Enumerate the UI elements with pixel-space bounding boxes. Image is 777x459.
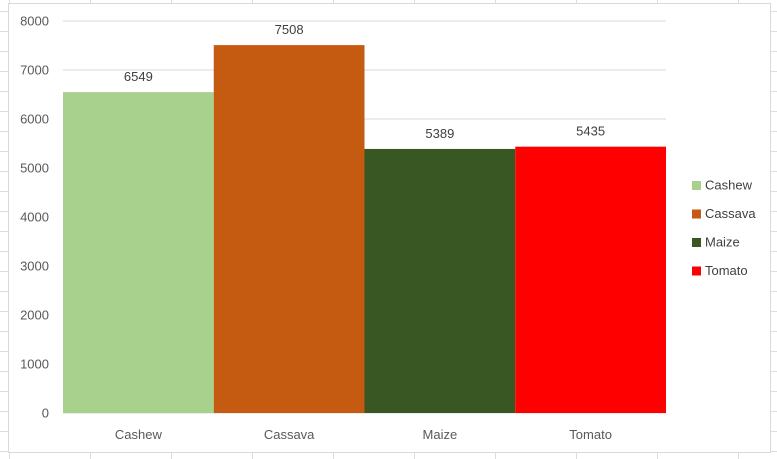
x-tick-label: Cashew [115, 427, 163, 442]
y-tick-label: 2000 [20, 308, 49, 323]
x-tick-label: Tomato [569, 427, 612, 442]
legend-item[interactable]: Maize [692, 235, 740, 250]
legend-item[interactable]: Cassava [692, 206, 756, 221]
y-tick-label: 6000 [20, 112, 49, 127]
y-tick-label: 0 [42, 406, 49, 421]
bar-tomato[interactable] [515, 146, 666, 413]
data-label: 5389 [425, 126, 454, 141]
y-tick-label: 1000 [20, 357, 49, 372]
data-label: 5435 [576, 124, 605, 139]
data-label: 7508 [275, 22, 304, 37]
y-tick-label: 4000 [20, 210, 49, 225]
y-tick-label: 8000 [20, 14, 49, 29]
legend-swatch [692, 238, 701, 247]
legend-item[interactable]: Tomato [692, 263, 748, 278]
legend-label: Cassava [705, 206, 756, 221]
legend-item[interactable]: Cashew [692, 178, 753, 193]
x-axis-ticks: Cashew Cassava Maize Tomato [115, 427, 612, 442]
legend-label: Maize [705, 235, 740, 250]
legend-label: Cashew [705, 178, 753, 193]
x-tick-label: Cassava [264, 427, 315, 442]
y-tick-label: 3000 [20, 259, 49, 274]
y-axis-ticks: 0 1000 2000 3000 4000 5000 6000 7000 800… [20, 14, 49, 421]
x-tick-label: Maize [423, 427, 458, 442]
bar-cassava[interactable] [213, 45, 365, 413]
legend[interactable]: Cashew Cassava Maize Tomato [692, 178, 756, 279]
y-tick-label: 5000 [20, 161, 49, 176]
data-label: 6549 [124, 69, 153, 84]
legend-swatch [692, 181, 701, 190]
legend-swatch [692, 266, 701, 276]
bar-maize[interactable] [364, 148, 516, 413]
y-tick-label: 7000 [20, 63, 49, 78]
legend-label: Tomato [705, 263, 748, 278]
data-labels: 6549 7508 5389 5435 [124, 22, 605, 141]
legend-swatch [692, 209, 701, 219]
bar-cashew[interactable] [63, 92, 214, 413]
bars [63, 45, 666, 413]
